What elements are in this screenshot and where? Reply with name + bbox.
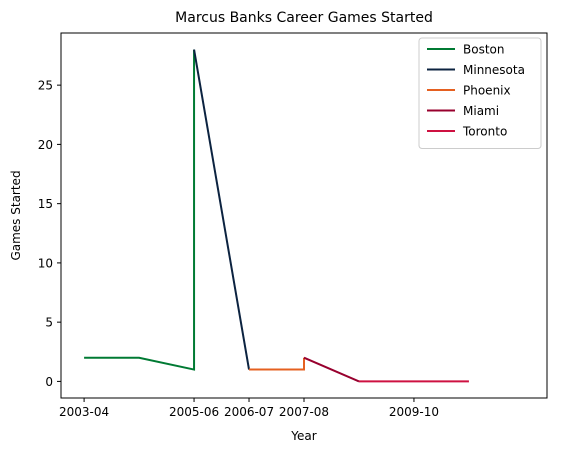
x-tick-label: 2006-07	[224, 405, 274, 419]
legend-label-boston: Boston	[463, 43, 504, 57]
y-tick-label: 15	[38, 197, 53, 211]
legend-label-phoenix: Phoenix	[463, 84, 511, 98]
legend-label-minnesota: Minnesota	[463, 63, 525, 77]
y-tick-label: 0	[45, 375, 53, 389]
x-tick-label: 2005-06	[169, 405, 219, 419]
plot-lines	[84, 49, 469, 383]
series-line-miami	[303, 356, 360, 383]
chart-title: Marcus Banks Career Games Started	[175, 10, 433, 26]
y-tick-label: 20	[38, 138, 53, 152]
legend-box	[418, 37, 542, 149]
legend: Boston Minnesota Phoenix Miami Toronto	[418, 37, 542, 149]
x-axis-label: Year	[290, 429, 316, 443]
y-tick-label: 10	[38, 256, 53, 270]
series-line-minnesota	[193, 49, 251, 370]
legend-label-toronto: Toronto	[462, 125, 507, 139]
legend-label-miami: Miami	[463, 104, 499, 118]
series-line-phoenix	[249, 357, 305, 371]
x-tick-label: 2007-08	[279, 405, 329, 419]
x-tick-label: 2009-10	[389, 405, 439, 419]
y-tick-label: 5	[45, 316, 53, 330]
series-line-boston	[84, 49, 196, 371]
x-axis: 2003-04 2005-06 2006-07 2007-08 2009-10	[59, 398, 439, 419]
y-axis-label: Games Started	[9, 170, 23, 260]
x-tick-label: 2003-04	[59, 405, 109, 419]
y-tick-label: 25	[38, 79, 53, 93]
y-axis: 0 5 10 15 20 25	[38, 79, 61, 389]
